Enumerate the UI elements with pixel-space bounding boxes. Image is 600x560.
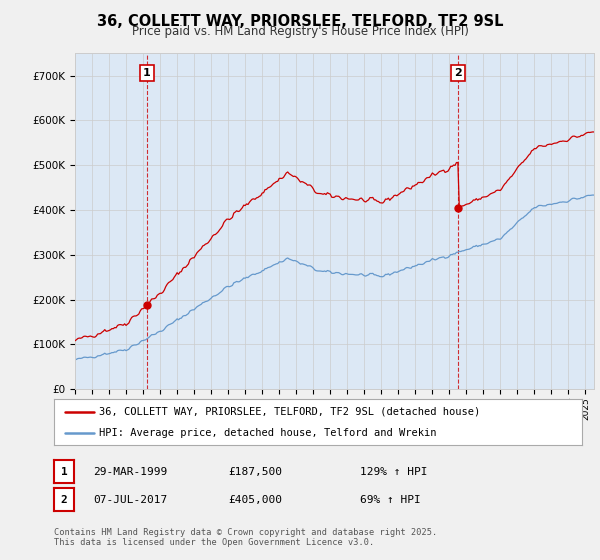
Text: 2: 2 [61, 494, 68, 505]
Text: 07-JUL-2017: 07-JUL-2017 [93, 494, 167, 505]
Text: Contains HM Land Registry data © Crown copyright and database right 2025.
This d: Contains HM Land Registry data © Crown c… [54, 528, 437, 547]
Text: 36, COLLETT WAY, PRIORSLEE, TELFORD, TF2 9SL (detached house): 36, COLLETT WAY, PRIORSLEE, TELFORD, TF2… [99, 407, 480, 417]
Text: 129% ↑ HPI: 129% ↑ HPI [360, 466, 427, 477]
Text: 1: 1 [61, 466, 68, 477]
Text: £187,500: £187,500 [228, 466, 282, 477]
Text: 29-MAR-1999: 29-MAR-1999 [93, 466, 167, 477]
Text: Price paid vs. HM Land Registry's House Price Index (HPI): Price paid vs. HM Land Registry's House … [131, 25, 469, 38]
Text: HPI: Average price, detached house, Telford and Wrekin: HPI: Average price, detached house, Telf… [99, 428, 436, 438]
Text: 36, COLLETT WAY, PRIORSLEE, TELFORD, TF2 9SL: 36, COLLETT WAY, PRIORSLEE, TELFORD, TF2… [97, 14, 503, 29]
Text: £405,000: £405,000 [228, 494, 282, 505]
Text: 69% ↑ HPI: 69% ↑ HPI [360, 494, 421, 505]
Text: 2: 2 [454, 68, 462, 78]
Text: 1: 1 [143, 68, 151, 78]
